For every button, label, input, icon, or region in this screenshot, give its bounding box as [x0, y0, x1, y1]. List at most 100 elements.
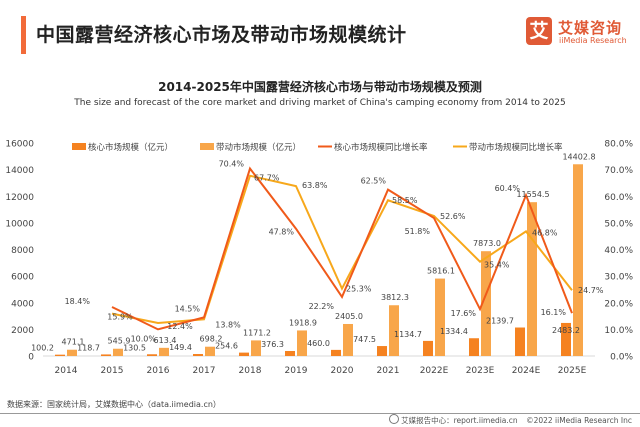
title-accent-bar: [21, 16, 26, 54]
data-label-driving: 613.4: [154, 336, 177, 345]
y-left-tick-label: 6000: [11, 273, 34, 283]
y-left-tick-label: 14000: [5, 166, 34, 176]
data-label-core-growth: 18.4%: [65, 297, 91, 306]
data-label-core: 130.5: [123, 343, 146, 352]
logo-en-text: iiMedia Research: [559, 36, 627, 45]
data-label-core-growth: 62.5%: [361, 177, 387, 186]
data-label-core: 2483.2: [552, 326, 580, 335]
data-label-driving: 471.1: [62, 338, 85, 347]
copyright: ©2022 iiMedia Research Inc: [526, 416, 632, 425]
data-source: 数据来源：国家统计局，艾媒数据中心（data.iimedia.cn）: [7, 400, 221, 409]
data-label-core-growth: 22.2%: [309, 302, 335, 311]
bar-driving-market: [251, 340, 261, 356]
x-tick-label: 2015: [101, 366, 124, 376]
data-label-core: 100.2: [31, 344, 54, 353]
data-label-driving-growth: 67.7%: [254, 174, 280, 183]
data-label-driving-growth: 13.8%: [215, 320, 241, 329]
logo-cn-text: 艾媒咨询: [558, 19, 623, 37]
bar-core-market: [331, 349, 341, 356]
data-label-driving-growth: 15.9%: [107, 313, 133, 322]
report-center-link[interactable]: 艾媒报告中心：report.iimedia.cn: [401, 416, 518, 425]
data-label-core: 460.0: [307, 339, 330, 348]
x-tick-label: 2017: [193, 366, 216, 376]
iimedia-logo: 艾 艾媒咨询 iiMedia Research: [526, 17, 636, 53]
combo-chart: 0 2000 4000 6000 8000 10000 12000 14000 16000 0.0…: [5, 140, 633, 377]
data-label-core: 1134.7: [394, 330, 422, 339]
y-right-tick-label: 0.0%: [610, 353, 633, 363]
globe-icon: [389, 414, 400, 424]
bar-core-market: [469, 338, 479, 356]
y-left-tick-label: 10000: [5, 219, 34, 229]
data-label-driving-growth: 58.5%: [392, 196, 418, 205]
line-core-growth: [111, 166, 573, 331]
y-right-tick-label: 80.0%: [604, 140, 633, 150]
bar-driving-market: [67, 349, 77, 356]
data-label-core-growth: 47.8%: [269, 228, 295, 237]
legend-core-growth-label: 核心市场规模同比增长率: [334, 142, 428, 153]
data-label-core-growth: 60.4%: [495, 184, 521, 193]
data-label-driving-growth: 35.4%: [484, 261, 510, 270]
data-label-driving: 5816.1: [427, 267, 455, 276]
bar-driving-market: [343, 323, 353, 356]
bar-core-market: [561, 322, 571, 356]
data-label-driving: 545.9: [108, 337, 131, 346]
footer-credits: 艾媒报告中心：report.iimedia.cn ©2022 iiMedia R…: [383, 414, 632, 426]
x-tick-label: 2020: [331, 366, 354, 376]
data-label-driving-growth: 12.4%: [167, 322, 193, 331]
bar-core-market: [239, 352, 249, 356]
bar-driving-market: [389, 305, 399, 356]
bar-core-market: [147, 354, 157, 356]
legend-driving-market-swatch: [200, 143, 214, 150]
data-label-driving-growth: 46.8%: [532, 228, 558, 237]
x-tick-label: 2025E: [558, 366, 587, 376]
logo-icon: 艾: [526, 17, 552, 45]
bar-driving-market: [113, 348, 123, 356]
data-label-driving: 2405.0: [335, 312, 363, 321]
x-tick-label: 2022E: [420, 366, 449, 376]
y-right-tick-label: 20.0%: [604, 299, 633, 309]
data-label-driving-growth: 25.3%: [346, 285, 372, 294]
data-label-driving-growth: 63.8%: [302, 181, 328, 190]
data-label-core-growth: 14.5%: [175, 304, 201, 313]
x-tick-label: 2024E: [512, 366, 541, 376]
legend-core-market-label: 核心市场规模（亿元）: [88, 142, 173, 153]
data-label-core-growth: 17.6%: [451, 309, 477, 318]
bar-driving-market: [573, 164, 583, 356]
y-right-tick-label: 50.0%: [604, 219, 633, 229]
bar-driving-market: [205, 346, 215, 356]
legend-driving-market-label: 带动市场规模（亿元）: [216, 142, 301, 153]
bar-driving-market: [435, 278, 445, 356]
data-label-core: 149.4: [169, 343, 192, 352]
bar-core-market: [423, 340, 433, 356]
bar-core-market: [377, 346, 387, 356]
y-right-tick-label: 60.0%: [604, 193, 633, 203]
bar-driving-market: [481, 251, 491, 356]
y-left-tick-label: 12000: [5, 193, 34, 203]
data-label-driving-growth: 52.6%: [440, 212, 466, 221]
data-label-core-growth: 51.8%: [405, 227, 431, 236]
bar-driving-market: [159, 347, 169, 356]
page-title: 中国露营经济核心市场及带动市场规模统计: [36, 24, 407, 46]
data-label-core: 2139.7: [486, 317, 514, 326]
y-left-tick-label: 2000: [11, 326, 34, 336]
bar-driving-market: [527, 202, 537, 356]
data-label-driving-growth: 24.7%: [578, 286, 604, 295]
line-driving-growth: [111, 174, 573, 324]
data-label-core-growth: 16.1%: [541, 308, 567, 317]
data-label-driving: 11554.5: [516, 190, 549, 199]
footer-divider: [0, 413, 640, 414]
bar-core-market: [101, 354, 111, 356]
y-left-tick-label: 8000: [11, 246, 34, 256]
y-left-tick-label: 0: [28, 353, 34, 363]
x-tick-label: 2018: [239, 366, 262, 376]
legend-core-market-swatch: [72, 143, 86, 150]
data-label-driving: 1918.9: [289, 318, 317, 327]
data-label-driving: 698.2: [200, 335, 223, 344]
data-label-core-growth: 70.4%: [219, 160, 245, 169]
data-label-core: 118.7: [77, 343, 100, 352]
x-tick-label: 2016: [147, 366, 170, 376]
chart-title: 2014-2025年中国露营经济核心市场与带动市场规模及预测: [158, 80, 482, 94]
x-tick-label: 2014: [55, 366, 78, 376]
x-tick-label: 2019: [285, 366, 308, 376]
data-label-core: 254.6: [215, 342, 238, 351]
